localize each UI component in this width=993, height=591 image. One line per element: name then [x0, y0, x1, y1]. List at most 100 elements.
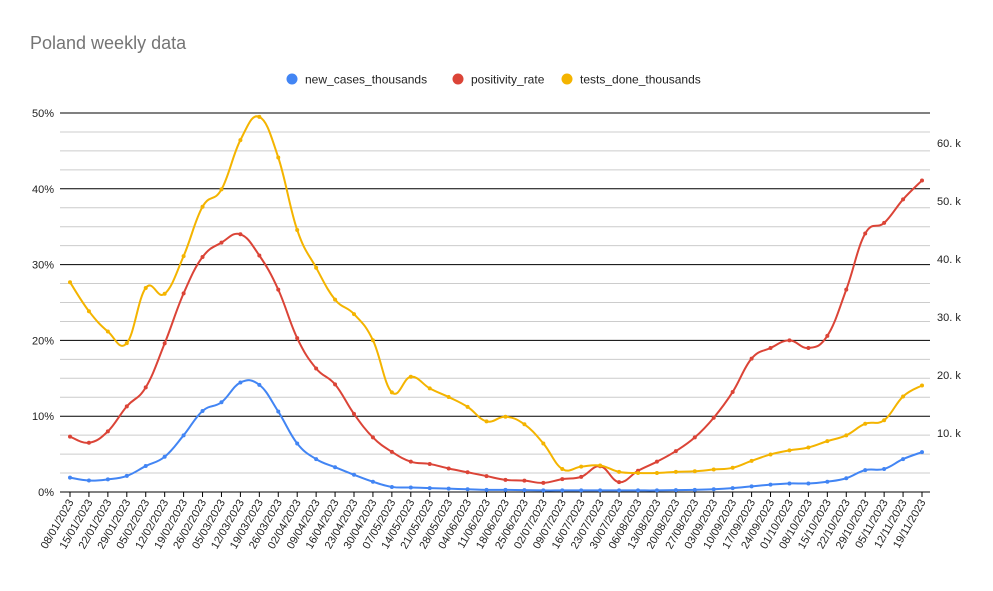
data-point-positivity-rate — [352, 411, 356, 416]
data-point-positivity-rate — [673, 449, 678, 454]
data-point-tests-done-thousands — [484, 419, 489, 424]
data-point-new-cases-thousands — [333, 465, 338, 470]
data-point-positivity-rate — [200, 255, 205, 260]
data-point-tests-done-thousands — [749, 458, 754, 463]
data-point-positivity-rate — [730, 389, 735, 394]
series-line-new-cases-thousands — [69, 379, 923, 492]
data-point-new-cases-thousands — [560, 488, 565, 493]
data-point-positivity-rate — [276, 287, 281, 292]
right-axis-tick-label: 20. k — [937, 370, 961, 382]
data-point-positivity-rate — [844, 287, 849, 292]
data-point-new-cases-thousands — [427, 486, 432, 491]
data-point-new-cases-thousands — [920, 450, 924, 455]
data-point-positivity-rate — [579, 474, 584, 479]
data-point-positivity-rate — [787, 338, 792, 343]
left-axis-tick-label: 40% — [32, 184, 54, 196]
data-point-positivity-rate — [162, 341, 167, 346]
data-point-tests-done-thousands — [370, 338, 375, 343]
data-point-positivity-rate — [105, 429, 110, 434]
data-point-positivity-rate — [654, 459, 659, 464]
data-point-tests-done-thousands — [560, 466, 565, 471]
data-point-positivity-rate — [181, 291, 186, 296]
data-point-positivity-rate — [333, 382, 338, 387]
data-point-tests-done-thousands — [636, 471, 640, 476]
left-axis-tick-label: 10% — [32, 411, 54, 423]
data-point-tests-done-thousands — [257, 114, 262, 119]
data-point-tests-done-thousands — [446, 395, 451, 400]
data-point-new-cases-thousands — [654, 488, 659, 493]
legend-marker-tests-done — [561, 73, 573, 85]
data-point-positivity-rate — [503, 477, 508, 482]
data-point-tests-done-thousands — [768, 452, 773, 457]
data-point-positivity-rate — [446, 466, 451, 471]
data-point-tests-done-thousands — [503, 414, 508, 419]
series-lines — [68, 114, 924, 493]
data-point-new-cases-thousands — [882, 466, 887, 471]
data-point-positivity-rate — [238, 232, 243, 237]
data-point-tests-done-thousands — [333, 297, 338, 302]
data-point-tests-done-thousands — [200, 204, 205, 209]
data-point-new-cases-thousands — [105, 477, 110, 482]
data-point-new-cases-thousands — [749, 484, 754, 489]
legend-item-positivity-rate: positivity_rate — [452, 73, 545, 87]
gridlines — [60, 112, 930, 493]
data-point-new-cases-thousands — [636, 488, 640, 493]
legend-marker-new-cases — [286, 73, 298, 85]
data-point-tests-done-thousands — [389, 390, 394, 395]
data-point-positivity-rate — [768, 345, 773, 350]
legend: new_cases_thousands positivity_rate test… — [286, 73, 701, 87]
data-point-positivity-rate — [806, 345, 811, 350]
data-point-positivity-rate — [920, 178, 924, 183]
data-point-new-cases-thousands — [446, 486, 451, 491]
data-point-new-cases-thousands — [181, 433, 186, 438]
data-point-new-cases-thousands — [692, 487, 697, 492]
data-point-tests-done-thousands — [920, 383, 924, 388]
legend-item-tests-done: tests_done_thousands — [561, 73, 701, 87]
data-point-positivity-rate — [257, 253, 262, 258]
data-point-new-cases-thousands — [314, 457, 319, 462]
data-point-new-cases-thousands — [352, 472, 356, 477]
data-point-new-cases-thousands — [143, 464, 148, 469]
data-point-tests-done-thousands — [124, 341, 129, 346]
legend-item-new-cases: new_cases_thousands — [286, 73, 427, 87]
data-point-tests-done-thousands — [901, 394, 906, 399]
data-point-positivity-rate — [541, 480, 546, 485]
data-point-new-cases-thousands — [86, 478, 91, 483]
data-point-tests-done-thousands — [711, 467, 716, 472]
data-point-new-cases-thousands — [257, 382, 262, 387]
data-point-new-cases-thousands — [408, 485, 413, 490]
data-point-positivity-rate — [314, 366, 319, 371]
right-axis: 10. k 20. k 30. k 40. k 50. k 60. k — [937, 138, 961, 440]
data-point-tests-done-thousands — [295, 228, 300, 232]
data-point-tests-done-thousands — [844, 433, 849, 438]
left-axis-tick-label: 50% — [32, 108, 54, 120]
data-point-new-cases-thousands — [124, 473, 129, 478]
data-point-tests-done-thousands — [806, 445, 811, 450]
data-point-positivity-rate — [522, 478, 527, 483]
data-point-tests-done-thousands — [730, 465, 735, 470]
legend-marker-positivity-rate — [452, 73, 464, 85]
right-axis-tick-label: 40. k — [937, 254, 961, 266]
data-point-new-cases-thousands — [503, 487, 508, 492]
data-point-positivity-rate — [408, 459, 413, 464]
data-point-tests-done-thousands — [465, 404, 470, 409]
right-axis-tick-label: 30. k — [937, 312, 961, 324]
data-point-tests-done-thousands — [579, 464, 584, 469]
legend-label-new-cases: new_cases_thousands — [305, 73, 427, 87]
data-point-positivity-rate — [825, 333, 830, 338]
data-point-tests-done-thousands — [352, 312, 356, 317]
data-point-new-cases-thousands — [844, 476, 849, 481]
left-axis: 0% 10% 20% 30% 40% 50% — [32, 108, 54, 499]
data-point-tests-done-thousands — [541, 441, 546, 446]
data-point-positivity-rate — [901, 197, 906, 202]
data-point-tests-done-thousands — [276, 155, 281, 160]
chart-title: Poland weekly data — [30, 33, 187, 53]
data-point-new-cases-thousands — [465, 487, 470, 492]
data-point-new-cases-thousands — [711, 487, 716, 492]
series-positivity-rate — [68, 178, 924, 485]
data-point-new-cases-thousands — [673, 488, 678, 493]
data-point-tests-done-thousands — [427, 386, 432, 391]
data-point-tests-done-thousands — [882, 418, 887, 423]
series-line-tests-done-thousands — [69, 115, 923, 475]
